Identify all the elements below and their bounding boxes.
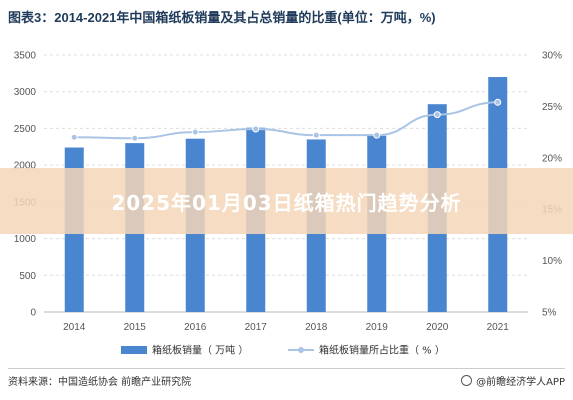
left-tick-label: 3000: [14, 87, 37, 98]
legend: 箱纸板销量（ 万吨 ） 箱纸板销量所占比重（ % ）: [121, 344, 445, 357]
line-point: [312, 131, 320, 139]
x-tick-label: 2021: [487, 322, 510, 333]
x-tick-label: 2019: [366, 322, 389, 333]
left-tick-label: 2500: [14, 124, 37, 135]
right-tick-label: 5%: [542, 308, 557, 319]
credit: @前瞻经济学人APP: [461, 373, 565, 388]
line-series: [70, 98, 502, 142]
x-tick-label: 2015: [124, 322, 147, 333]
right-tick-label: 30%: [542, 51, 562, 62]
left-tick-label: 500: [19, 271, 36, 282]
x-tick-label: 2016: [184, 322, 207, 333]
line-path: [74, 101, 498, 140]
legend-label-bar: 箱纸板销量（ 万吨 ）: [152, 344, 248, 357]
left-tick-label: 0: [30, 308, 36, 319]
left-tick-label: 2000: [14, 161, 37, 172]
line-point: [191, 128, 199, 136]
chart-title: 图表3：2014-2021年中国箱纸板销量及其占总销量的比重(单位：万吨，%): [8, 10, 436, 25]
legend-swatch-marker: [298, 347, 304, 353]
x-tick-label: 2014: [63, 322, 86, 333]
line-point: [131, 134, 139, 142]
logo-icon: [461, 375, 473, 386]
line-point: [252, 125, 260, 133]
banner-text: 2025年01月03日纸箱热门趋势分析: [111, 190, 462, 215]
right-tick-label: 20%: [542, 153, 562, 164]
legend-label-line: 箱纸板销量所占比重（ % ）: [319, 344, 445, 357]
x-tick-label: 2017: [245, 322, 268, 333]
line-point: [433, 111, 441, 119]
line-point: [494, 98, 502, 106]
right-tick-label: 10%: [542, 256, 562, 267]
x-axis-ticks: 2014 2015 2016 2017 2018 2019 2020 2021: [63, 322, 509, 333]
line-point: [70, 133, 78, 141]
x-tick-label: 2018: [305, 322, 328, 333]
overlay-banner: 2025年01月03日纸箱热门趋势分析: [0, 168, 573, 234]
x-tick-label: 2020: [426, 322, 449, 333]
legend-swatch-bar: [121, 346, 147, 354]
source-note: 资料来源：中国造纸协会 前瞻产业研究院: [8, 377, 192, 388]
footer-divider: [8, 368, 565, 369]
left-tick-label: 3500: [14, 51, 37, 62]
line-point: [373, 131, 381, 139]
left-tick-label: 1000: [14, 234, 37, 245]
credit-text: @前瞻经济学人APP: [476, 377, 565, 388]
right-tick-label: 25%: [542, 102, 562, 113]
